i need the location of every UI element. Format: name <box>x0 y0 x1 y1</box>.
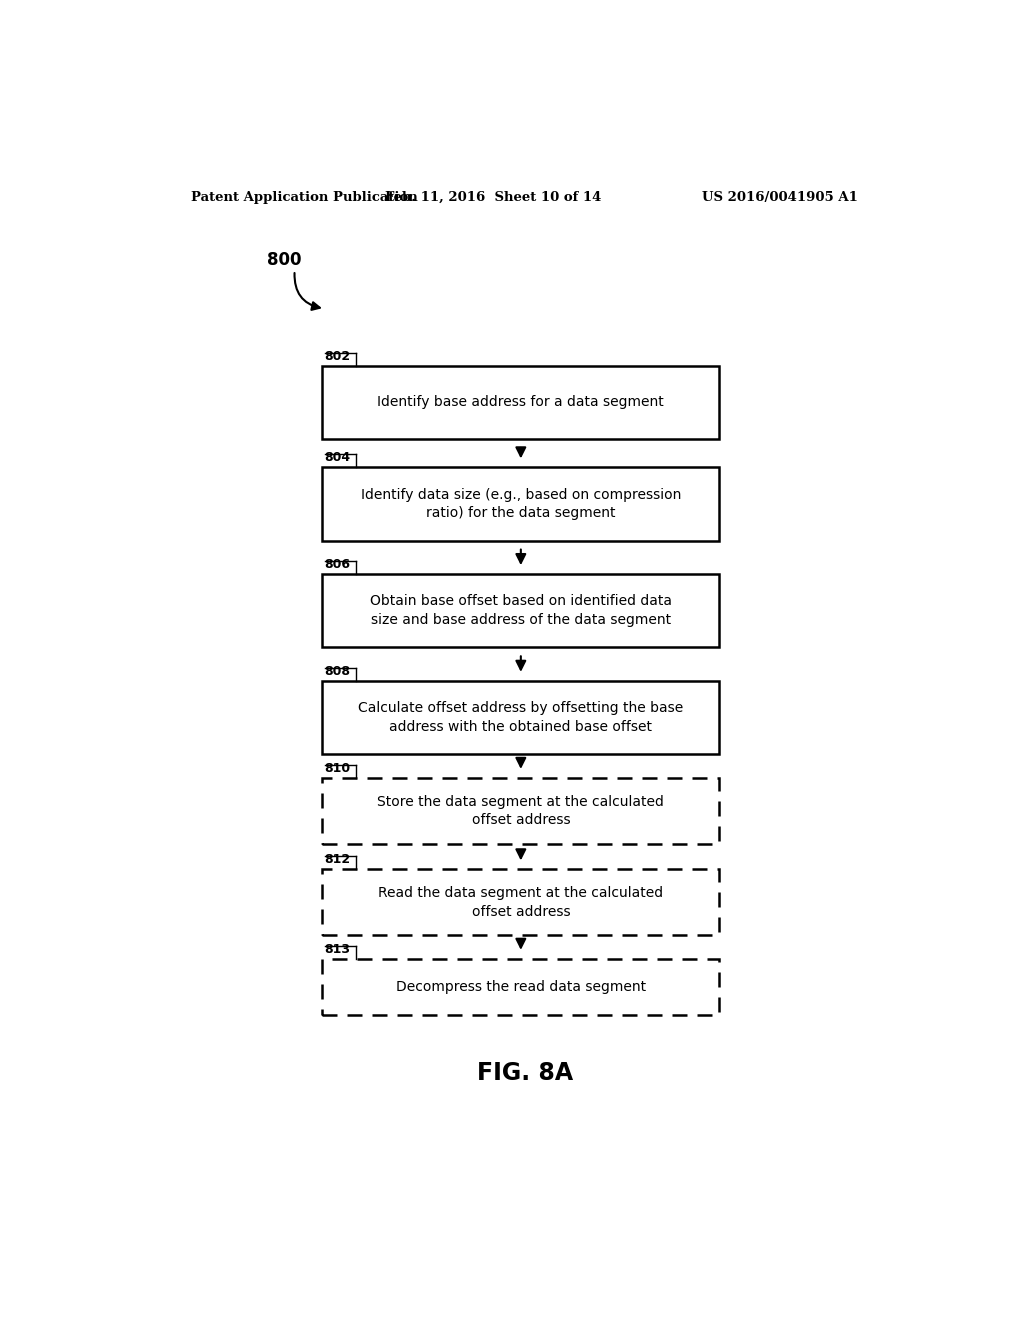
Text: Patent Application Publication: Patent Application Publication <box>191 190 418 203</box>
Text: 806: 806 <box>324 558 350 572</box>
Text: US 2016/0041905 A1: US 2016/0041905 A1 <box>702 190 858 203</box>
Bar <box>323 777 719 843</box>
Text: Calculate offset address by offsetting the base
address with the obtained base o: Calculate offset address by offsetting t… <box>358 701 683 734</box>
Text: 810: 810 <box>324 762 350 775</box>
Text: 804: 804 <box>324 451 350 465</box>
Text: 808: 808 <box>324 665 350 677</box>
Text: Obtain base offset based on identified data
size and base address of the data se: Obtain base offset based on identified d… <box>370 594 672 627</box>
Text: 813: 813 <box>324 942 350 956</box>
Text: Store the data segment at the calculated
offset address: Store the data segment at the calculated… <box>378 795 665 828</box>
Text: 802: 802 <box>324 350 350 363</box>
Text: Feb. 11, 2016  Sheet 10 of 14: Feb. 11, 2016 Sheet 10 of 14 <box>385 190 601 203</box>
Bar <box>323 870 719 936</box>
Text: 800: 800 <box>267 251 301 269</box>
Text: Identify data size (e.g., based on compression
ratio) for the data segment: Identify data size (e.g., based on compr… <box>360 488 681 520</box>
Text: FIG. 8A: FIG. 8A <box>477 1061 572 1085</box>
Text: Read the data segment at the calculated
offset address: Read the data segment at the calculated … <box>378 886 664 919</box>
Bar <box>323 366 719 440</box>
Text: Identify base address for a data segment: Identify base address for a data segment <box>378 395 665 409</box>
FancyArrowPatch shape <box>295 273 319 310</box>
Text: Decompress the read data segment: Decompress the read data segment <box>395 979 646 994</box>
Text: 812: 812 <box>324 853 350 866</box>
Bar <box>323 574 719 647</box>
Bar <box>323 958 719 1015</box>
Bar <box>323 467 719 541</box>
Bar <box>323 681 719 754</box>
